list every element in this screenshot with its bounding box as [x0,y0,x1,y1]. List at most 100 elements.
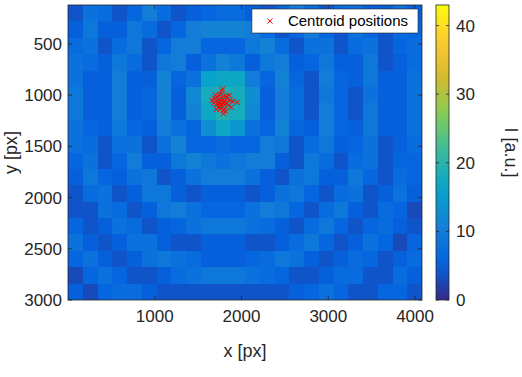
heatmap-cell [201,234,216,251]
heatmap-cell [83,54,98,71]
heatmap-cell [230,87,245,104]
heatmap-cell [260,202,275,219]
y-tick-label: 2500 [24,240,62,259]
heatmap-cell [245,234,260,251]
x-tick [415,5,416,9]
heatmap-cell [157,169,172,186]
heatmap-cell [275,284,290,300]
heatmap-cell [275,120,290,137]
heatmap-cell [142,21,157,38]
y-tick [68,43,72,44]
heatmap-cell [407,103,422,120]
colorbar-tick-label: 10 [456,222,475,241]
heatmap-cell [171,202,186,219]
heatmap-cell [216,185,231,202]
heatmap-cell [275,103,290,120]
heatmap-cell [334,153,349,170]
heatmap-cell [319,71,334,88]
heatmap-cell [260,38,275,55]
y-tick [418,300,422,301]
heatmap-cell [348,103,363,120]
heatmap-cell [260,267,275,284]
heatmap-cell [157,5,172,22]
heatmap-cell [275,169,290,186]
heatmap-cell [171,169,186,186]
heatmap-cell [334,284,349,300]
heatmap-cell [319,103,334,120]
heatmap-cell [201,202,216,219]
heatmap-cell [378,136,393,153]
heatmap-cell [112,103,127,120]
heatmap-cell [348,202,363,219]
heatmap-cell [157,267,172,284]
heatmap-cell [216,169,231,186]
heatmap-cell [216,54,231,71]
heatmap-cell [289,103,304,120]
heatmap-cell [98,38,113,55]
heatmap-cell [319,54,334,71]
heatmap-cell [83,71,98,88]
heatmap-cell [127,153,142,170]
heatmap-cell [83,38,98,55]
heatmap-cell [112,5,127,22]
x-tick [241,296,242,300]
heatmap-cell [68,87,83,104]
heatmap-cell [260,71,275,88]
x-tick [328,296,329,300]
heatmap-cell [112,136,127,153]
heatmap-cell [201,120,216,137]
heatmap-cell [319,38,334,55]
heatmap-cell [334,169,349,186]
y-tick-label: 3000 [24,291,62,310]
heatmap-cell [393,202,408,219]
heatmap-cell [68,218,83,235]
heatmap-cell [304,38,319,55]
heatmap-cell [230,202,245,219]
heatmap-cell [230,136,245,153]
heatmap-cell [304,71,319,88]
heatmap-cell [112,202,127,219]
heatmap-cell [260,153,275,170]
heatmap-cell [304,202,319,219]
heatmap-cell [171,153,186,170]
heatmap-cell [407,218,422,235]
heatmap-cell [186,71,201,88]
colorbar-tick [436,300,439,301]
heatmap-cell [112,169,127,186]
heatmap-cell [68,120,83,137]
heatmap-cell [142,5,157,22]
y-tick-label: 1500 [24,137,62,156]
x-tick-label: 2000 [223,307,261,326]
heatmap-cell [127,38,142,55]
heatmap-cell [393,153,408,170]
colorbar-tick [446,231,449,232]
heatmap-cell [289,202,304,219]
heatmap-cell [127,202,142,219]
marker-stroke [214,107,219,112]
marker-stroke [235,100,240,105]
heatmap-cell [216,284,231,300]
heatmap-cell [378,234,393,251]
heatmap-cell [393,87,408,104]
heatmap-cell [348,267,363,284]
heatmap-cell [260,234,275,251]
heatmap-cell [201,251,216,268]
heatmap-cell [378,169,393,186]
x-tick-label: 4000 [396,307,434,326]
heatmap-cell [186,185,201,202]
heatmap-cell [216,218,231,235]
heatmap-cell [378,38,393,55]
centroid-marker [223,109,228,114]
heatmap-cell [68,103,83,120]
heatmap-cell [393,185,408,202]
heatmap-cell [334,136,349,153]
heatmap-cell [201,169,216,186]
heatmap-cell [157,284,172,300]
heatmap-cell [348,136,363,153]
heatmap-cell [363,54,378,71]
heatmap-cell [407,120,422,137]
heatmap-cell [68,169,83,186]
heatmap-cell [407,202,422,219]
heatmap-cell [171,71,186,88]
heatmap-cell [157,71,172,88]
